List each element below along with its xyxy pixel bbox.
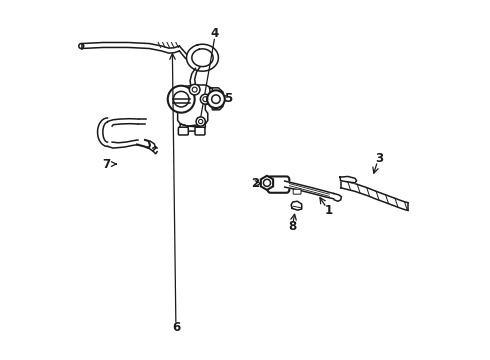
Text: 3: 3 <box>375 152 383 165</box>
Text: 1: 1 <box>324 204 332 217</box>
Polygon shape <box>179 124 205 131</box>
Text: 2: 2 <box>251 177 260 190</box>
Circle shape <box>207 90 225 108</box>
FancyBboxPatch shape <box>195 127 205 135</box>
Polygon shape <box>210 88 223 110</box>
Circle shape <box>200 94 210 104</box>
Polygon shape <box>341 180 408 211</box>
Polygon shape <box>172 85 212 126</box>
Polygon shape <box>291 201 302 210</box>
Text: 5: 5 <box>224 92 232 105</box>
Text: 4: 4 <box>211 27 219 40</box>
Text: 7: 7 <box>102 158 116 171</box>
Polygon shape <box>340 176 357 183</box>
Circle shape <box>196 117 205 126</box>
Circle shape <box>189 84 200 95</box>
FancyBboxPatch shape <box>268 176 289 193</box>
Text: 8: 8 <box>289 220 297 233</box>
Text: 6: 6 <box>172 321 180 334</box>
FancyBboxPatch shape <box>178 127 188 135</box>
Polygon shape <box>285 181 334 199</box>
Polygon shape <box>261 176 273 190</box>
Circle shape <box>168 86 195 113</box>
FancyBboxPatch shape <box>293 189 301 194</box>
